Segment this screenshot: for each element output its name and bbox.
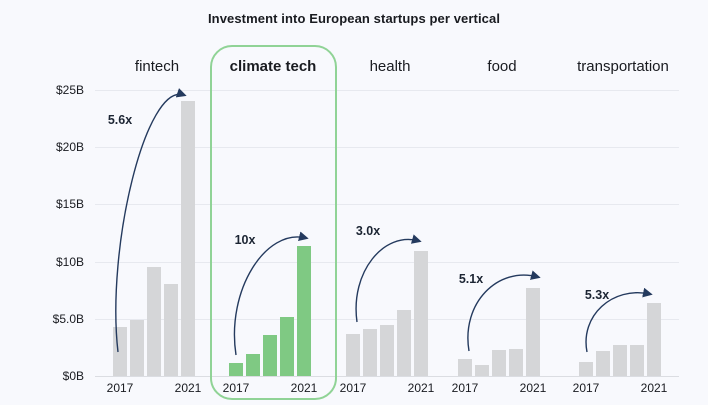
category-label-transportation: transportation xyxy=(577,58,669,75)
chart-title: Investment into European startups per ve… xyxy=(207,11,501,26)
bar-health-2019 xyxy=(380,324,394,376)
bar-transportation-2019 xyxy=(613,345,627,376)
bar-fintech-2018 xyxy=(130,319,144,376)
x-tick-transportation-2021: 2021 xyxy=(640,381,668,395)
category-label-climate-tech: climate tech xyxy=(229,58,317,75)
gridline-15b xyxy=(95,204,679,206)
bar-health-2021 xyxy=(414,251,428,376)
multiplier-label-health: 3.0x xyxy=(355,224,381,238)
bar-climate-tech-2017 xyxy=(229,363,243,376)
bar-food-2020 xyxy=(509,348,523,376)
bar-food-2021 xyxy=(526,287,540,376)
x-tick-food-2021: 2021 xyxy=(519,381,547,395)
bar-fintech-2019 xyxy=(147,267,161,376)
category-label-health: health xyxy=(369,58,411,75)
bar-climate-tech-2019 xyxy=(263,334,277,376)
bar-health-2018 xyxy=(363,329,377,376)
bar-climate-tech-2020 xyxy=(280,316,294,376)
bar-food-2017 xyxy=(458,358,472,376)
bar-fintech-2021 xyxy=(181,101,195,376)
x-tick-fintech-2017: 2017 xyxy=(106,381,134,395)
x-tick-climate-tech-2017: 2017 xyxy=(222,381,250,395)
bar-fintech-2020 xyxy=(164,284,178,376)
multiplier-label-climate-tech: 10x xyxy=(234,233,256,247)
bar-fintech-2017 xyxy=(113,326,127,376)
x-tick-fintech-2021: 2021 xyxy=(174,381,202,395)
x-tick-health-2021: 2021 xyxy=(407,381,435,395)
category-label-fintech: fintech xyxy=(134,58,180,75)
x-tick-health-2017: 2017 xyxy=(339,381,367,395)
category-label-food: food xyxy=(487,58,517,75)
multiplier-label-food: 5.1x xyxy=(458,272,484,286)
bar-health-2017 xyxy=(346,333,360,376)
bar-climate-tech-2018 xyxy=(246,354,260,376)
y-axis-tick-25b: $25B xyxy=(55,83,84,97)
y-axis-tick-20b: $20B xyxy=(55,140,84,155)
multiplier-label-transportation: 5.3x xyxy=(584,288,610,302)
bar-transportation-2017 xyxy=(579,362,593,376)
x-tick-transportation-2017: 2017 xyxy=(572,381,600,395)
bar-health-2020 xyxy=(397,309,411,376)
bar-transportation-2018 xyxy=(596,350,610,376)
multiplier-label-fintech: 5.6x xyxy=(107,113,133,127)
y-axis-tick-15b: $15B xyxy=(55,197,84,212)
gridline-20b xyxy=(95,147,679,149)
gridline-25b xyxy=(95,90,679,91)
bar-transportation-2020 xyxy=(630,345,644,376)
bar-food-2019 xyxy=(492,349,506,376)
gridline-0b xyxy=(95,376,679,377)
bar-food-2018 xyxy=(475,364,489,376)
x-tick-climate-tech-2021: 2021 xyxy=(290,381,318,395)
x-tick-food-2017: 2017 xyxy=(451,381,479,395)
y-axis-tick-0b: $0B xyxy=(62,369,84,383)
bar-transportation-2021 xyxy=(647,302,661,376)
y-axis-tick-10b: $10B xyxy=(55,254,84,269)
y-axis-tick-5.0b: $5.0B xyxy=(52,311,84,326)
bar-climate-tech-2021 xyxy=(297,245,311,376)
